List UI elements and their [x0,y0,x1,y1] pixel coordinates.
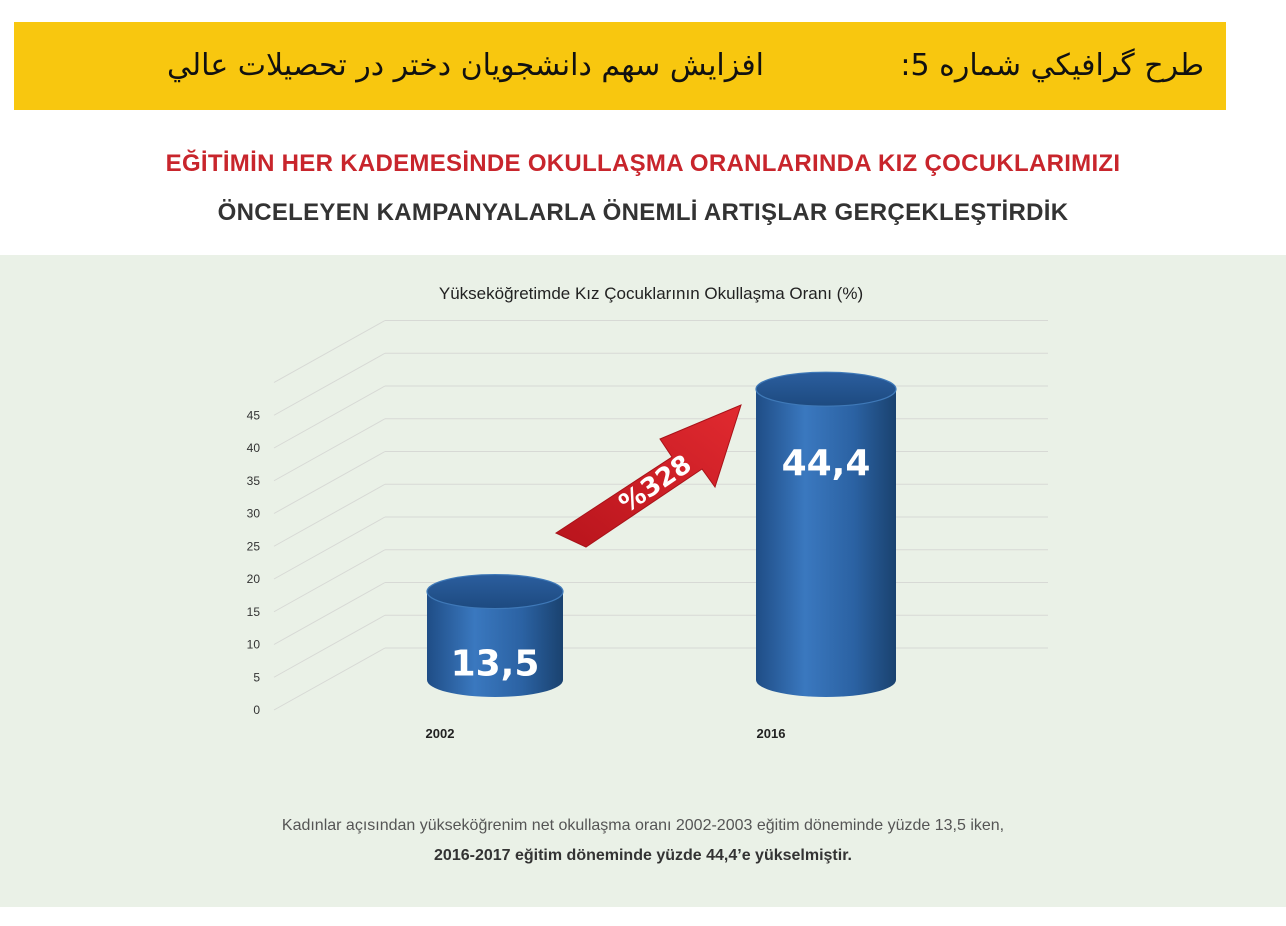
y-tick-label: 40 [247,441,261,455]
gridline-diagonal [273,549,386,613]
y-tick-label: 20 [247,572,261,586]
y-tick-label: 25 [247,539,261,553]
y-tick-label: 35 [247,474,261,488]
arrow-shape [554,404,742,548]
growth-arrow: %328 [554,404,742,548]
headline-line-2: ÖNCELEYEN KAMPANYALARLA ÖNEMLİ ARTIŞLAR … [217,199,1069,226]
y-tick-label: 10 [247,638,261,652]
chart-title: Yükseköğretimde Kız Çocuklarının Okullaş… [439,284,863,303]
caption-line-1: Kadınlar açısından yükseköğrenim net oku… [281,817,1005,834]
gridline-diagonal [273,614,386,678]
banner-label: طرح گرافيكي شماره 5: [900,48,1204,83]
enrollment-chart: Yükseköğretimde Kız Çocuklarının Okullaş… [247,284,1048,741]
bar-top [426,573,564,610]
headline-line-1: EĞİTİMİN HER KADEMESİNDE OKULLAŞMA ORANL… [165,150,1121,177]
y-tick-label: 5 [253,670,260,684]
gridline-diagonal [273,418,386,482]
gridline-diagonal [273,582,386,645]
x-tick-label: 2002 [426,726,455,741]
x-tick-label: 2016 [757,726,786,741]
gridline-diagonal [273,320,386,383]
y-tick-label: 15 [247,605,261,619]
bar-value-label: 44,4 [782,443,871,484]
gridline-diagonal [273,647,386,711]
gridline-diagonal [273,516,386,580]
gridline-diagonal [273,352,386,416]
chart-panel: Yükseköğretimde Kız Çocuklarının Okullaş… [0,255,1286,907]
bar-value-label: 13,5 [451,644,540,685]
bar [427,591,563,697]
bar [756,389,896,697]
y-tick-label: 30 [247,507,261,521]
gridline-diagonal [273,451,386,514]
gridline-diagonal [273,483,386,547]
title-banner: طرح گرافيكي شماره 5: افزايش سهم دانشجويا… [14,22,1226,110]
y-tick-label: 0 [253,703,260,717]
bar-top [755,371,897,407]
banner-title: افزايش سهم دانشجويان دختر در تحصيلات عال… [167,48,764,83]
gridline-diagonal [273,385,386,449]
y-tick-label: 45 [247,408,261,422]
caption-line-2: 2016-2017 eğitim döneminde yüzde 44,4’e … [434,847,852,864]
